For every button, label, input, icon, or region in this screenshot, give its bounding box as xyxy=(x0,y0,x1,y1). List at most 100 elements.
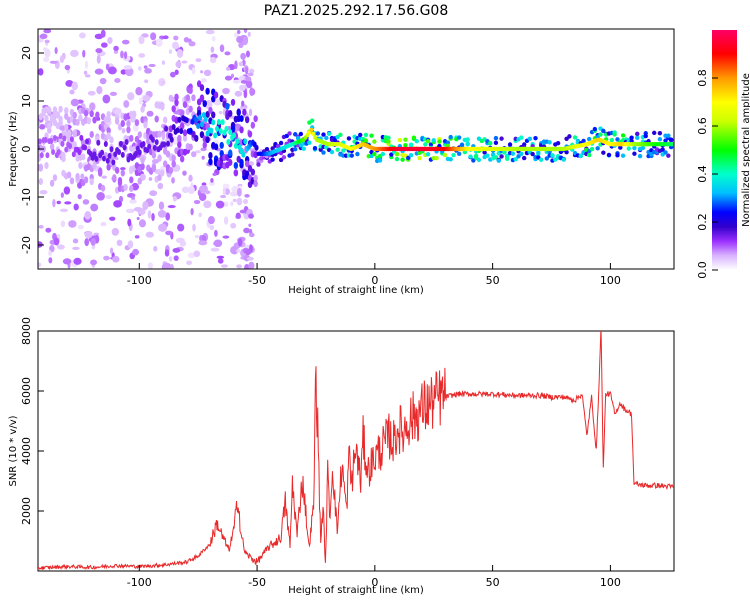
spectrogram-cell xyxy=(64,201,72,205)
spectrogram-cell xyxy=(73,203,79,211)
spectrogram-cell xyxy=(218,128,223,135)
spectrogram-cell xyxy=(224,188,230,195)
spectrogram-cell xyxy=(84,211,92,220)
colorbar-tick-label: 0.0 xyxy=(696,261,709,279)
spectrogram-cell xyxy=(601,150,606,155)
spectrogram-cell xyxy=(572,135,578,140)
y-tick-label: 8000 xyxy=(20,317,33,345)
spectrogram-cell xyxy=(209,127,214,134)
spectrogram-cell xyxy=(84,138,89,145)
spectrogram-cell xyxy=(52,106,58,114)
spectrogram-y-ticks: -20 -10 0 10 20 xyxy=(20,46,44,254)
spectrogram-cell xyxy=(72,238,79,244)
snr-series-line xyxy=(38,331,674,571)
spectrogram-cell xyxy=(242,108,247,116)
spectrogram-cell xyxy=(66,171,72,179)
spectrogram-cell xyxy=(519,135,524,140)
spectrogram-cell xyxy=(191,130,196,138)
spectrogram-cell xyxy=(199,235,203,242)
spectrogram-cell xyxy=(195,150,201,154)
spectrogram-cell xyxy=(160,169,165,177)
spectrogram-cell xyxy=(84,74,91,78)
spectrogram-cell xyxy=(335,147,340,152)
spectrogram-cell xyxy=(199,70,204,74)
spectrogram-cell xyxy=(54,47,58,54)
spectrogram-cell xyxy=(133,150,138,157)
spectrogram-cell xyxy=(62,135,67,142)
spectrogram-cell xyxy=(177,223,185,232)
spectrogram-cell xyxy=(168,49,173,54)
spectrogram-cell xyxy=(107,66,117,75)
spectrogram-cell xyxy=(250,121,256,129)
spectrogram-cell xyxy=(142,201,149,211)
spectrogram-cell xyxy=(75,173,80,181)
spectrogram-cell xyxy=(69,177,75,185)
spectrogram-cell xyxy=(174,99,179,107)
spectrogram-cell xyxy=(635,131,640,137)
spectrogram-cell xyxy=(249,87,254,97)
spectrogram-cell xyxy=(482,150,487,155)
spectrogram-cell xyxy=(147,143,152,150)
spectrogram-cell xyxy=(38,124,46,130)
spectrogram-cell xyxy=(437,139,442,144)
spectrogram-cell xyxy=(164,125,169,132)
spectrogram-cell xyxy=(56,244,65,250)
spectrogram-cell xyxy=(468,154,473,159)
spectrogram-cell xyxy=(84,238,90,247)
spectrogram-cell xyxy=(230,222,237,229)
spectrogram-cell xyxy=(136,216,140,221)
spectrogram-cell xyxy=(248,261,255,269)
spectrogram-cell xyxy=(234,60,238,70)
spectrogram-cell xyxy=(612,132,617,137)
spectrogram-cell xyxy=(171,124,176,131)
spectrogram-cell xyxy=(48,250,52,256)
spectrogram-cell xyxy=(493,155,499,160)
spectrogram-cell xyxy=(519,151,524,157)
spectrogram-cell xyxy=(140,156,145,164)
spectrogram-cell xyxy=(38,68,44,76)
spectrogram-cell xyxy=(188,127,193,134)
spectrogram-cell xyxy=(198,193,207,202)
spectrogram-cell xyxy=(363,138,369,143)
spectrogram-cell xyxy=(253,180,258,188)
spectrogram-cell xyxy=(68,143,73,150)
spectrogram-cell xyxy=(212,172,217,177)
spectrogram-cell xyxy=(199,131,205,139)
spectrogram-cell xyxy=(172,196,178,202)
spectrogram-cell xyxy=(246,80,253,89)
colorbar-tick-label: 0.6 xyxy=(696,117,709,135)
spectrogram-cell xyxy=(270,157,275,162)
spectrogram-cell xyxy=(129,185,134,193)
spectrogram-cell xyxy=(114,78,121,83)
spectrogram-cell xyxy=(91,244,96,250)
spectrogram-cell xyxy=(211,95,216,103)
spectrogram-cell xyxy=(103,141,108,148)
spectrogram-cell xyxy=(163,116,168,124)
spectrogram-cell xyxy=(188,41,196,47)
spectrogram-cell xyxy=(38,163,44,171)
spectrogram-cell xyxy=(448,134,453,140)
spectrogram-cell xyxy=(465,137,470,142)
spectrogram-cell xyxy=(109,216,116,221)
snr-x-label: Height of straight line (km) xyxy=(288,585,424,596)
spectrogram-cell xyxy=(44,114,49,122)
spectrogram-cell xyxy=(595,146,600,151)
spectrogram-cell xyxy=(377,158,383,163)
spectrogram-cell xyxy=(208,158,213,166)
spectrogram-cell xyxy=(82,199,90,205)
spectrogram-cell xyxy=(100,149,105,156)
spectrogram-cell xyxy=(394,151,400,157)
spectrogram-cell xyxy=(194,116,199,123)
spectrogram-cell xyxy=(329,149,335,155)
spectrogram-cell xyxy=(231,132,236,139)
spectrogram-cell xyxy=(668,137,674,142)
spectrogram-cell xyxy=(640,145,646,151)
spectrogram-cell xyxy=(173,110,181,115)
spectrogram-cell xyxy=(445,140,451,145)
spectrogram-cell xyxy=(663,150,668,155)
spectrogram-cell xyxy=(173,35,179,41)
spectrogram-cell xyxy=(167,204,176,209)
spectrogram-cell xyxy=(218,110,223,115)
spectrogram-cell xyxy=(400,157,405,162)
spectrogram-cell xyxy=(125,67,134,77)
